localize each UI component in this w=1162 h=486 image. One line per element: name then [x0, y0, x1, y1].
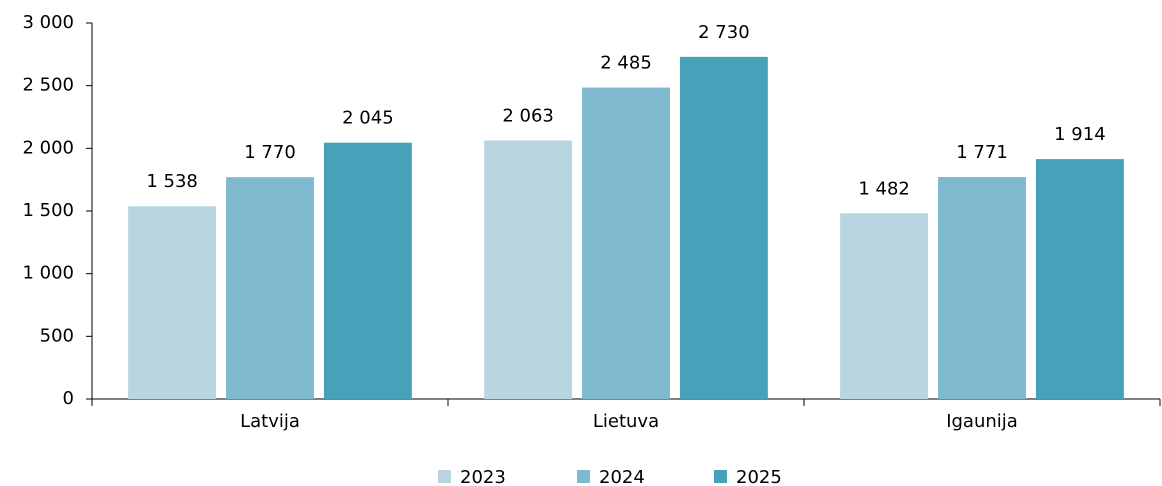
y-tick-label: 3 000 [22, 12, 74, 33]
y-tick-label: 1 500 [22, 200, 74, 221]
value-label: 2 045 [342, 108, 394, 129]
y-tick-label: 500 [40, 325, 74, 346]
value-label: 2 485 [600, 53, 652, 74]
legend-label: 2025 [736, 467, 782, 486]
value-label: 1 770 [244, 142, 296, 163]
bar [323, 142, 412, 399]
value-label: 1 771 [956, 142, 1008, 163]
legend-swatch [438, 470, 451, 483]
bar [226, 177, 314, 399]
legend-swatch [577, 470, 590, 483]
bar [938, 177, 1026, 399]
value-label: 2 063 [502, 105, 554, 126]
legend-label: 2023 [460, 467, 506, 486]
bar [128, 206, 217, 399]
bar [484, 140, 573, 400]
bar [679, 56, 768, 400]
value-label: 2 730 [698, 22, 750, 43]
y-tick-label: 2 000 [22, 137, 74, 158]
x-tick-label: Latvija [240, 411, 300, 432]
value-label: 1 914 [1054, 124, 1106, 145]
y-tick-label: 0 [63, 388, 74, 409]
y-tick-label: 1 000 [22, 263, 74, 284]
bar [582, 87, 670, 400]
value-label: 1 482 [858, 178, 910, 199]
x-tick-label: Igaunija [946, 411, 1018, 432]
legend-label: 2024 [599, 467, 645, 486]
bar [840, 213, 929, 399]
legend-swatch [714, 470, 727, 483]
y-tick-label: 2 500 [22, 75, 74, 96]
x-tick-label: Lietuva [593, 411, 659, 432]
value-label: 1 538 [146, 171, 198, 192]
bar [1035, 159, 1124, 399]
